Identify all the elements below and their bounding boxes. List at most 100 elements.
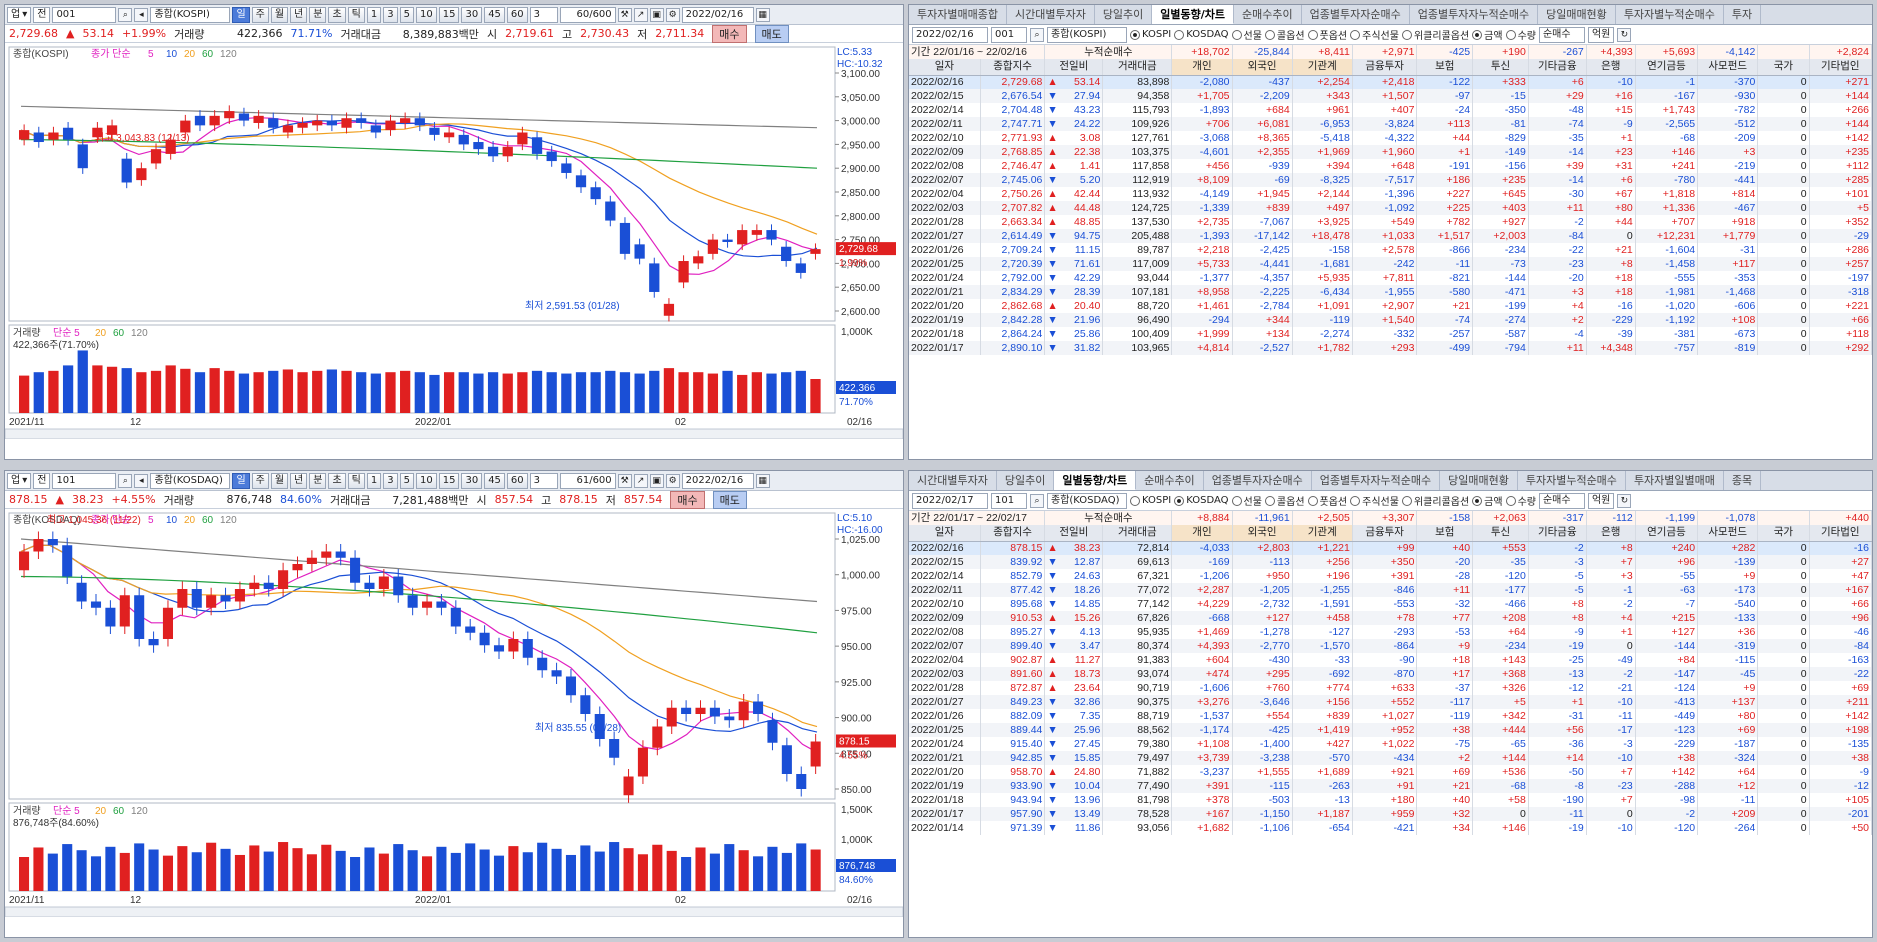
save-icon[interactable]: ▣ xyxy=(649,473,664,488)
period-week-button[interactable]: 주 xyxy=(251,6,269,23)
radio-amount[interactable]: 금액 xyxy=(1472,493,1503,508)
min-30-button[interactable]: 30 xyxy=(461,472,483,489)
market-select[interactable]: 업 ▾ xyxy=(7,472,32,489)
market-select[interactable]: 업 ▾ xyxy=(7,6,32,23)
table-row[interactable]: 2022/01/20 958.70 ▲ 24.80 71,882 -3,237 +1,555… xyxy=(909,765,1872,779)
col-header[interactable]: 기관계 xyxy=(1292,525,1353,542)
type-select[interactable]: 전 xyxy=(33,472,51,489)
table-row[interactable]: 2022/02/11 877.42 ▼ 18.26 77,072 +2,287 -1,205… xyxy=(909,583,1872,597)
min-45-button[interactable]: 45 xyxy=(484,472,505,489)
table-row[interactable]: 2022/02/07 2,745.06 ▼ 5.20 112,919 +8,109 -69-… xyxy=(909,173,1872,187)
table-row[interactable]: 2022/02/14 852.79 ▼ 24.63 67,321 -1,206 +950 +1… xyxy=(909,569,1872,583)
period-second-button[interactable]: 초 xyxy=(328,472,346,489)
period-year-button[interactable]: 년 xyxy=(290,6,308,23)
tab-2[interactable]: 일별동향/차트 xyxy=(1054,471,1137,490)
radio-call[interactable]: 콜옵션 xyxy=(1264,27,1305,42)
spin-input[interactable]: 3 xyxy=(529,6,558,23)
col-header[interactable]: 전일비 xyxy=(1044,525,1104,542)
table-row[interactable]: 2022/02/04 902.87 ▲ 11.27 91,383 +604 -430 -33-… xyxy=(909,653,1872,667)
table-row[interactable]: 2022/01/17 2,890.10 ▼ 31.82 103,965 +4,814 -2,… xyxy=(909,341,1872,355)
radio-stock-futures[interactable]: 주식선물 xyxy=(1350,27,1399,42)
tab-0[interactable]: 투자자별매매종합 xyxy=(909,5,1007,24)
gear-icon[interactable]: ⚙ xyxy=(665,7,680,22)
refresh-icon[interactable]: ↻ xyxy=(1617,493,1632,508)
tab-2[interactable]: 당일추이 xyxy=(1095,5,1153,24)
code-input[interactable]: 101 xyxy=(52,472,117,489)
tab-8[interactable]: 투자자별일별매매 xyxy=(1626,471,1724,490)
col-header[interactable]: 연기금등 xyxy=(1635,525,1699,542)
radio-put[interactable]: 풋옵션 xyxy=(1307,27,1347,42)
min-15-button[interactable]: 15 xyxy=(438,472,460,489)
table-row[interactable]: 2022/01/24 2,792.00 ▼ 42.29 93,044 -1,377 -4,3… xyxy=(909,271,1872,285)
min-5-button[interactable]: 5 xyxy=(399,472,414,489)
table-row[interactable]: 2022/01/18 943.94 ▼ 13.96 81,798 +378 -503 -13 +… xyxy=(909,793,1872,807)
tab-5[interactable]: 업종별투자자순매수 xyxy=(1302,5,1410,24)
radio-futures[interactable]: 선물 xyxy=(1231,27,1262,42)
table-row[interactable]: 2022/02/11 2,747.71 ▼ 24.22 109,926 +706 +6,08… xyxy=(909,117,1872,131)
min-1-button[interactable]: 1 xyxy=(366,6,382,23)
tab-9[interactable]: 종목 xyxy=(1724,471,1762,490)
col-header[interactable]: 국가 xyxy=(1757,59,1810,76)
chart-icon[interactable]: ↗ xyxy=(633,473,648,488)
min-10-button[interactable]: 10 xyxy=(415,6,437,23)
tab-3[interactable]: 일별동향/차트 xyxy=(1152,5,1235,24)
speaker-icon[interactable]: ◂ xyxy=(134,473,149,488)
radio-quantity[interactable]: 수량 xyxy=(1505,493,1536,508)
period-tick-button[interactable]: 틱 xyxy=(347,6,365,23)
code-input[interactable]: 101 xyxy=(991,492,1027,509)
tab-9[interactable]: 투자 xyxy=(1724,5,1762,24)
radio-stock-futures[interactable]: 주식선물 xyxy=(1350,493,1399,508)
radio-kosdaq[interactable]: KOSDAQ xyxy=(1174,29,1229,40)
code-input[interactable]: 001 xyxy=(991,26,1027,43)
chart-icon[interactable]: ↗ xyxy=(633,7,648,22)
spin-input[interactable]: 3 xyxy=(529,472,558,489)
table-row[interactable]: 2022/02/03 891.60 ▲ 18.73 93,074 +474 +295 -692… xyxy=(909,667,1872,681)
sort-select[interactable]: 순매수 xyxy=(1538,492,1585,509)
refresh-icon[interactable]: ↻ xyxy=(1617,27,1632,42)
search-icon[interactable]: ⌕ xyxy=(118,473,133,488)
col-header[interactable]: 사모펀드 xyxy=(1697,59,1759,76)
calendar-icon[interactable]: ▦ xyxy=(755,473,770,488)
table-row[interactable]: 2022/02/15 839.92 ▼ 12.87 69,613 -169 -113 +256… xyxy=(909,555,1872,569)
table-row[interactable]: 2022/02/15 2,676.54 ▼ 27.94 94,358 +1,705 -2,2… xyxy=(909,89,1872,103)
period-month-button[interactable]: 월 xyxy=(270,6,289,23)
table-row[interactable]: 2022/02/04 2,750.26 ▲ 42.44 113,932 -4,149 +1,… xyxy=(909,187,1872,201)
col-header[interactable]: 개인 xyxy=(1171,525,1233,542)
table-row[interactable]: 2022/01/17 957.90 ▼ 13.49 78,528 +167 -1,150 +1… xyxy=(909,807,1872,821)
period-range[interactable]: 기간 22/01/17 ~ 22/02/17 xyxy=(909,511,1046,525)
radio-amount[interactable]: 금액 xyxy=(1472,27,1503,42)
radio-weekly-call[interactable]: 위클리콜옵션 xyxy=(1401,493,1469,508)
min-3-button[interactable]: 3 xyxy=(383,6,398,23)
table-row[interactable]: 2022/02/10 2,771.93 ▲ 3.08 127,761 -3,068 +8,3… xyxy=(909,131,1872,145)
col-header[interactable]: 투신 xyxy=(1472,59,1529,76)
col-header[interactable]: 거래대금 xyxy=(1102,525,1173,542)
col-header[interactable]: 일자 xyxy=(909,59,981,76)
date-input[interactable]: 2022/02/17 xyxy=(912,492,988,509)
period-month-button[interactable]: 월 xyxy=(270,472,289,489)
col-header[interactable]: 기타법인 xyxy=(1809,59,1872,76)
col-header[interactable]: 기타금융 xyxy=(1528,59,1587,76)
table-row[interactable]: 2022/02/16 878.15 ▲ 38.23 72,814 -4,033 +2,803… xyxy=(909,541,1872,555)
buy-button[interactable]: 매수 xyxy=(712,24,747,43)
save-icon[interactable]: ▣ xyxy=(649,7,664,22)
col-header[interactable]: 개인 xyxy=(1171,59,1233,76)
min-5-button[interactable]: 5 xyxy=(399,6,414,23)
period-second-button[interactable]: 초 xyxy=(328,6,346,23)
min-10-button[interactable]: 10 xyxy=(415,472,437,489)
period-minute-button[interactable]: 분 xyxy=(309,6,327,23)
period-year-button[interactable]: 년 xyxy=(290,472,308,489)
col-header[interactable]: 투신 xyxy=(1472,525,1529,542)
tab-3[interactable]: 순매수추이 xyxy=(1136,471,1204,490)
period-tick-button[interactable]: 틱 xyxy=(347,472,365,489)
kosdaq-candle-chart[interactable]: 종합(KOSDAQ) 종가 단순 5 10 20 60 120 LC:5.10HC:-16.0… xyxy=(5,509,903,917)
col-header[interactable]: 사모펀드 xyxy=(1697,525,1759,542)
tool-icon[interactable]: ⚒ xyxy=(617,473,632,488)
calendar-icon[interactable]: ▦ xyxy=(755,7,770,22)
min-60-button[interactable]: 60 xyxy=(506,472,528,489)
table-row[interactable]: 2022/02/14 2,704.48 ▼ 43.23 115,793 -1,893 +68… xyxy=(909,103,1872,117)
col-header[interactable]: 보험 xyxy=(1416,59,1474,76)
tab-7[interactable]: 당일매매현황 xyxy=(1538,5,1616,24)
table-row[interactable]: 2022/01/26 2,709.24 ▼ 11.15 89,787 +2,218 -2,4… xyxy=(909,243,1872,257)
tab-4[interactable]: 업종별투자자순매수 xyxy=(1204,471,1312,490)
table-row[interactable]: 2022/02/03 2,707.82 ▲ 44.48 124,725 -1,339 +83… xyxy=(909,201,1872,215)
